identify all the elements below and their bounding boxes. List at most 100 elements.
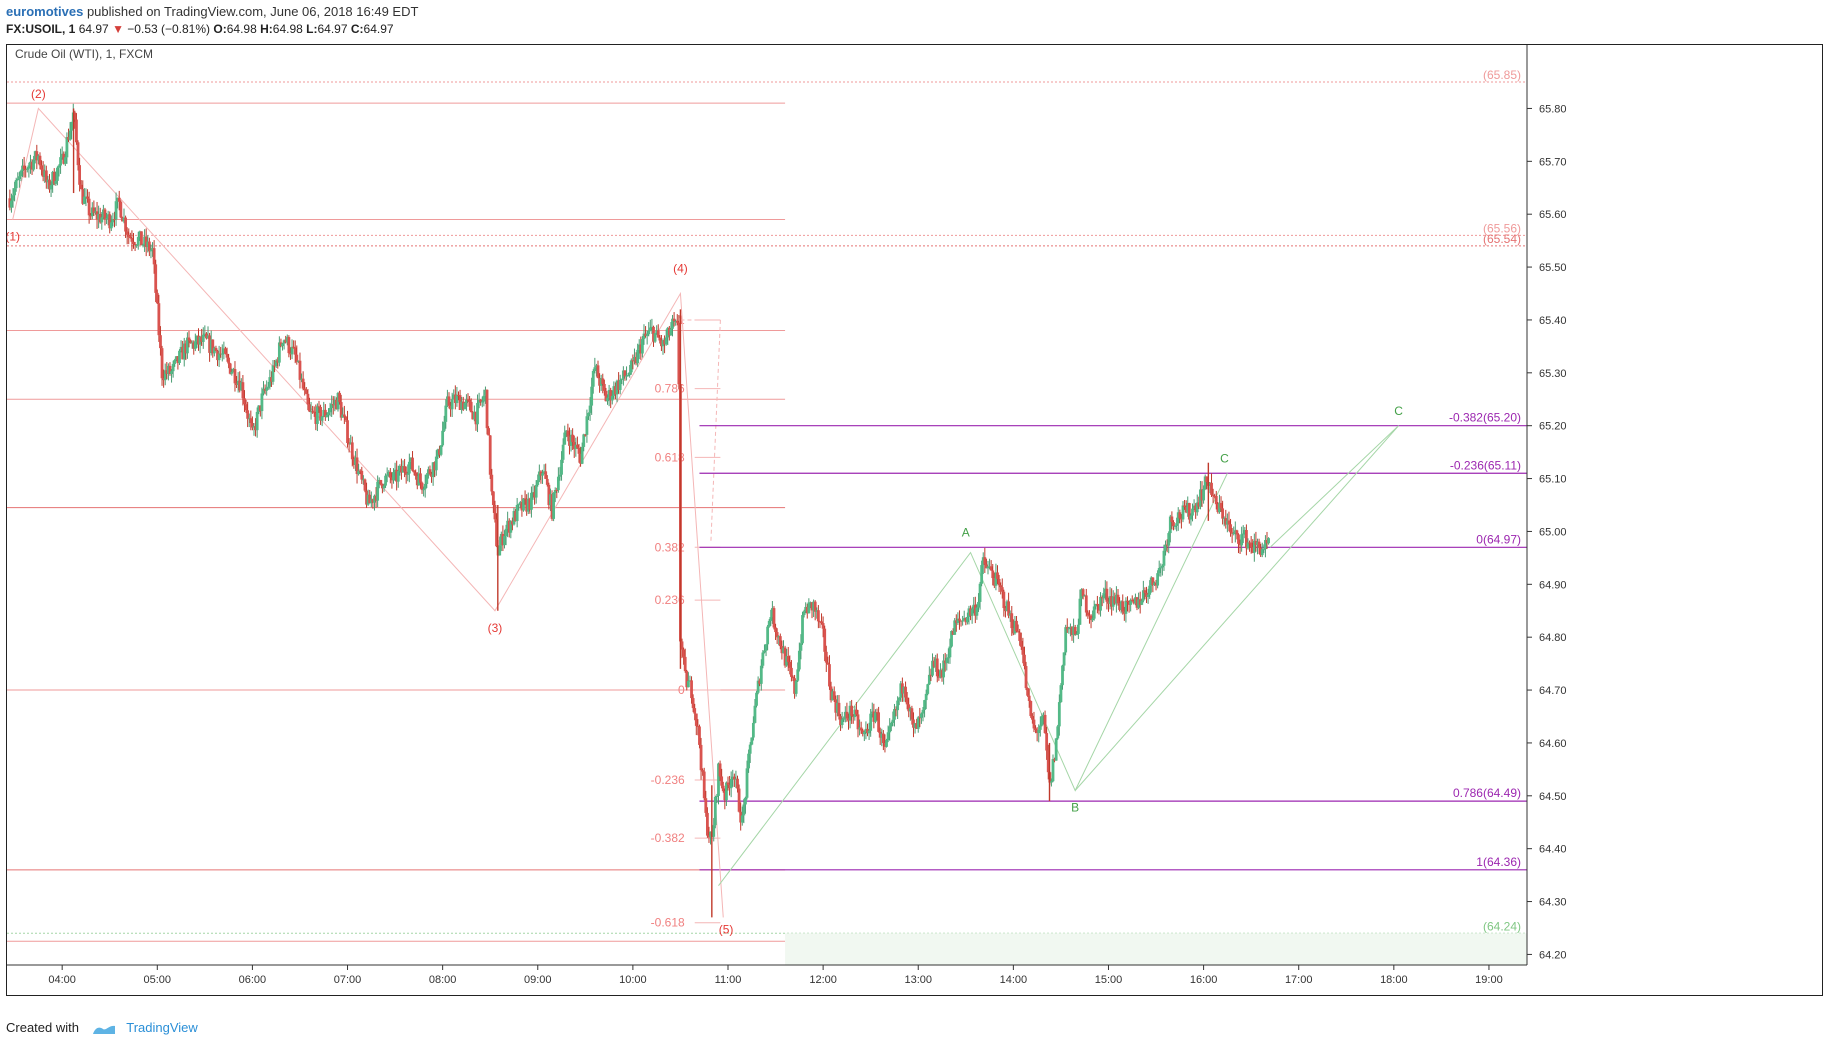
candle-body bbox=[595, 365, 598, 368]
published-text: published on TradingView.com, June 06, 2… bbox=[86, 4, 419, 19]
candle-body bbox=[277, 342, 281, 363]
candle-body bbox=[170, 371, 173, 375]
candle-body bbox=[270, 377, 273, 382]
candle-body bbox=[877, 712, 881, 732]
candle-body bbox=[1202, 489, 1205, 501]
candle-body bbox=[1046, 750, 1050, 773]
price-tick-label: 64.70 bbox=[1539, 685, 1567, 697]
candle-body bbox=[744, 797, 747, 805]
fib-retracement-label: 0 bbox=[678, 683, 685, 697]
candle-body bbox=[273, 365, 277, 367]
price-chart[interactable]: Crude Oil (WTI), 1, FXCM10.7860.6180.382… bbox=[5, 45, 1822, 995]
candle-body bbox=[420, 482, 424, 491]
tradingview-brand[interactable]: TradingView bbox=[126, 1020, 198, 1035]
candle-body bbox=[514, 511, 517, 522]
candle-body bbox=[869, 713, 873, 731]
candle-body bbox=[660, 340, 663, 347]
candle-body bbox=[1064, 627, 1068, 653]
candle-body bbox=[1035, 729, 1039, 734]
candle-body bbox=[924, 693, 928, 701]
candle-body bbox=[694, 713, 698, 726]
candle-body bbox=[975, 607, 979, 616]
open-label: O: bbox=[213, 22, 227, 36]
candle-body bbox=[1121, 601, 1125, 612]
candle-body bbox=[870, 711, 874, 714]
candle-body bbox=[320, 416, 324, 421]
candle-body bbox=[1173, 525, 1177, 527]
candle-body bbox=[831, 691, 835, 701]
author-link[interactable]: euromotives bbox=[6, 4, 84, 19]
footer: Created with TradingView bbox=[6, 1020, 198, 1036]
candle-body bbox=[1241, 533, 1245, 535]
candle-body bbox=[1032, 719, 1036, 729]
candle-body bbox=[487, 428, 491, 436]
candle-body bbox=[94, 211, 97, 213]
candle-body bbox=[997, 578, 1001, 586]
candle-body bbox=[439, 445, 443, 455]
candle-body bbox=[51, 171, 55, 186]
candle-body bbox=[376, 481, 380, 501]
price-tick-label: 64.80 bbox=[1539, 632, 1567, 644]
candle-body bbox=[132, 241, 135, 244]
candle-body bbox=[103, 209, 107, 220]
candle-body bbox=[1116, 594, 1120, 604]
candle-body bbox=[266, 386, 270, 388]
candle-body bbox=[985, 564, 988, 569]
candle-body bbox=[495, 519, 498, 547]
candle-body bbox=[458, 395, 462, 410]
candle-body bbox=[205, 333, 208, 339]
candle-body bbox=[140, 231, 143, 246]
candle-body bbox=[463, 403, 467, 410]
candle-body bbox=[8, 198, 12, 208]
candle-body bbox=[82, 196, 86, 204]
time-tick-label: 08:00 bbox=[429, 974, 457, 986]
candle-body bbox=[782, 647, 785, 654]
chart-title: Crude Oil (WTI), 1, FXCM bbox=[15, 47, 153, 61]
candle-body bbox=[986, 566, 990, 569]
candle-body bbox=[309, 411, 313, 413]
candle-body bbox=[772, 608, 776, 628]
candle-body bbox=[371, 499, 375, 503]
candle-body bbox=[1083, 595, 1087, 597]
candle-body bbox=[669, 328, 673, 336]
candle-body bbox=[848, 705, 852, 721]
candle-body bbox=[614, 386, 617, 395]
candle-body bbox=[415, 475, 419, 486]
candle-body bbox=[541, 473, 544, 476]
candle-body bbox=[769, 617, 773, 621]
candle-body bbox=[1021, 646, 1025, 655]
candle-body bbox=[1089, 615, 1093, 621]
candle-body bbox=[636, 349, 640, 364]
candle-body bbox=[43, 170, 47, 177]
candle-body bbox=[526, 498, 530, 512]
candle-body bbox=[328, 407, 332, 413]
chart-panel[interactable]: Crude Oil (WTI), 1, FXCM 1 0.786 0.618 0.382… bbox=[5, 44, 1823, 996]
high-value: 64.98 bbox=[272, 22, 303, 36]
candle-body bbox=[398, 465, 402, 472]
candle-body bbox=[290, 346, 294, 355]
candle-body bbox=[284, 340, 288, 343]
candle-body bbox=[618, 379, 622, 390]
candle-body bbox=[465, 399, 468, 404]
time-tick-label: 12:00 bbox=[809, 974, 837, 986]
candle-body bbox=[637, 344, 641, 350]
candle-body bbox=[972, 604, 976, 610]
candle-body bbox=[569, 434, 573, 446]
candle-body bbox=[612, 386, 616, 396]
candle-body bbox=[810, 602, 814, 611]
candle-body bbox=[455, 394, 459, 404]
candle-body bbox=[1008, 613, 1012, 616]
candle-body bbox=[523, 498, 527, 500]
candle-body bbox=[750, 737, 754, 745]
candle-body bbox=[1176, 512, 1180, 524]
candle-body bbox=[927, 674, 931, 685]
candle-body bbox=[1238, 543, 1242, 546]
candle-body bbox=[327, 412, 330, 415]
candle-body bbox=[1126, 600, 1129, 603]
candle-body bbox=[585, 416, 589, 435]
candle-body bbox=[856, 714, 860, 730]
candle-body bbox=[33, 151, 37, 160]
candle-body bbox=[671, 318, 674, 329]
candle-body bbox=[392, 472, 395, 481]
candle-body bbox=[996, 572, 999, 579]
